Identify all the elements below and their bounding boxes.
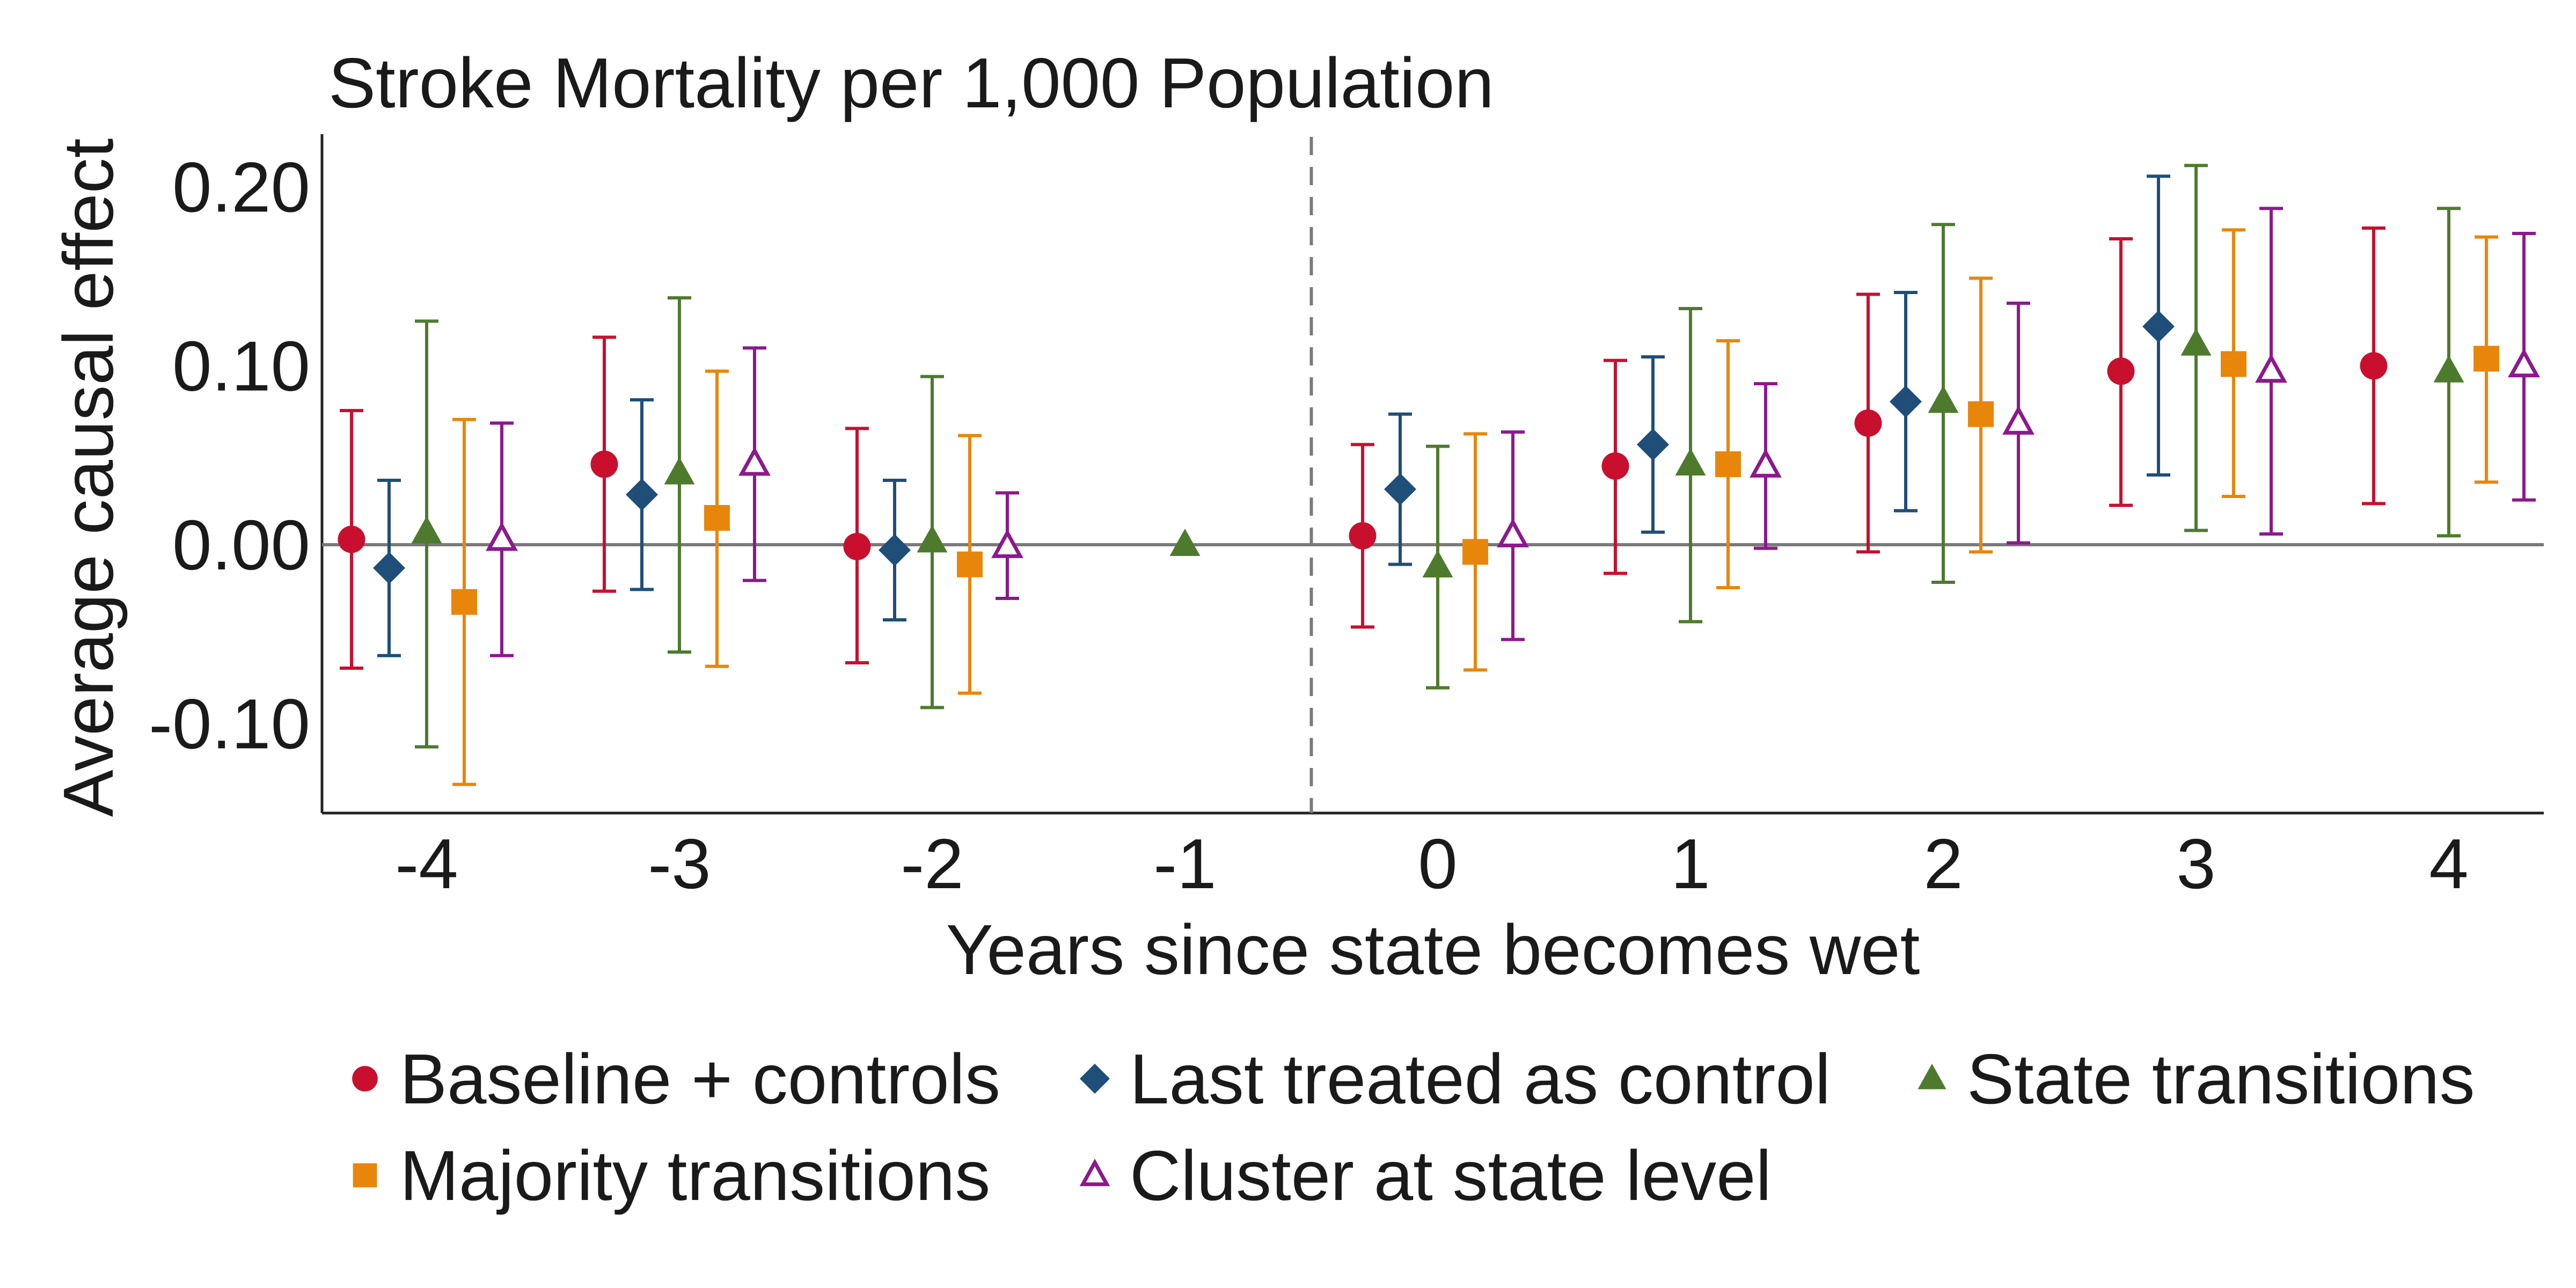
data-point — [451, 589, 477, 615]
data-point — [917, 525, 948, 553]
legend-marker — [353, 1163, 377, 1188]
data-point — [1601, 452, 1629, 480]
legend-marker — [352, 1066, 378, 1092]
x-tick-label: 3 — [2176, 824, 2215, 903]
plot-area: -0.10 0.00 0.10 0.20 -4 -3 -2 -1 0 1 2 3 4 — [149, 134, 2544, 903]
data-point — [1169, 529, 1201, 556]
data-point — [843, 532, 871, 560]
data-point — [1928, 385, 1959, 413]
data-point — [2221, 351, 2246, 377]
legend-label: Last treated as control — [1130, 1040, 1831, 1118]
series-last-treated-as-control — [373, 174, 2175, 657]
x-tick-label: 1 — [1671, 824, 1710, 903]
data-point — [1675, 448, 1706, 475]
data-point — [626, 478, 658, 511]
data-point — [1750, 448, 1782, 478]
legend-label: Cluster at state level — [1130, 1136, 1772, 1215]
data-point — [1462, 539, 1488, 565]
x-tick-label: 2 — [1923, 824, 1963, 903]
data-point — [2002, 405, 2035, 435]
data-point — [879, 534, 911, 566]
legend-item: Cluster at state level — [1079, 1136, 1772, 1215]
data-point — [2255, 353, 2287, 383]
x-tick-label: 0 — [1418, 824, 1457, 903]
data-point — [738, 447, 771, 476]
y-tick-label: -0.10 — [149, 684, 310, 763]
data-point — [486, 522, 518, 551]
data-point — [664, 457, 695, 485]
legend-marker — [1080, 1064, 1110, 1094]
data-point — [1422, 550, 1453, 577]
data-point — [2360, 352, 2388, 380]
data-point — [1349, 522, 1377, 550]
legend-item: Majority transitions — [353, 1136, 990, 1215]
legend-label: Baseline + controls — [400, 1040, 1000, 1118]
x-axis-title: Years since state becomes wet — [946, 910, 1920, 989]
x-tick-label: -1 — [1153, 824, 1216, 903]
legend-item: State transitions — [1918, 1040, 2475, 1118]
x-tick-label: -3 — [648, 824, 711, 903]
legend-marker — [1918, 1064, 1946, 1089]
data-point — [2107, 357, 2135, 385]
data-point — [1637, 428, 1669, 461]
data-point — [1890, 385, 1922, 418]
series-cluster-at-state-level — [486, 207, 2540, 657]
legend: Baseline + controls Last treated as contr… — [352, 1040, 2475, 1215]
data-point — [1384, 473, 1416, 506]
legend-item: Baseline + controls — [352, 1040, 1000, 1118]
data-point — [2142, 310, 2175, 343]
series-majority-transitions — [451, 228, 2499, 786]
y-tick-label: 0.20 — [172, 148, 310, 226]
data-point — [2433, 355, 2464, 383]
data-point — [590, 450, 618, 478]
data-point — [411, 516, 442, 544]
series-baseline-controls — [338, 226, 2388, 670]
data-point — [1854, 409, 1882, 437]
data-point — [373, 552, 405, 584]
data-point — [1497, 518, 1529, 547]
data-point — [1968, 401, 1994, 427]
y-tick-label: 0.10 — [172, 327, 310, 406]
y-tick-label: 0.00 — [172, 506, 310, 584]
data-point — [2180, 328, 2212, 356]
x-tick-label: -2 — [901, 824, 963, 903]
data-point — [991, 529, 1023, 558]
legend-item: Last treated as control — [1080, 1040, 1831, 1118]
x-tick-label: 4 — [2429, 824, 2468, 903]
data-point — [338, 525, 365, 553]
chart-title: Stroke Mortality per 1,000 Population — [328, 43, 1494, 122]
data-point — [2473, 346, 2499, 372]
series-state-transitions — [411, 164, 2464, 749]
x-tick-label: -4 — [395, 824, 458, 903]
legend-label: Majority transitions — [400, 1136, 990, 1215]
legend-label: State transitions — [1967, 1040, 2475, 1118]
y-axis-title: Average causal effect — [49, 138, 128, 817]
data-point — [957, 551, 983, 577]
data-point — [704, 505, 730, 531]
data-point — [2508, 348, 2540, 378]
data-point — [1715, 451, 1741, 477]
legend-marker — [1079, 1158, 1110, 1187]
